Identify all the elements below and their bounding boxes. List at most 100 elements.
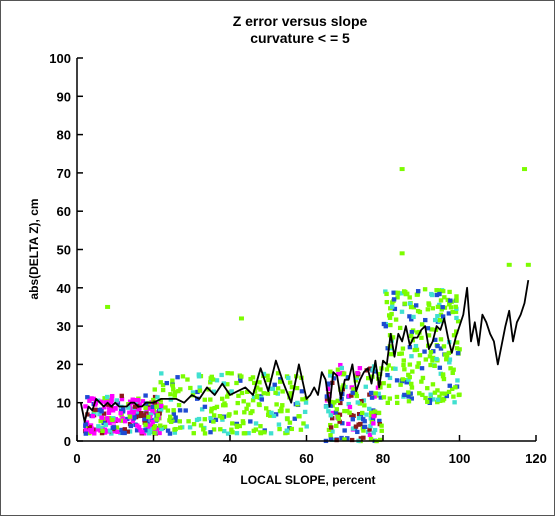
density-cell <box>351 387 356 392</box>
density-cell <box>392 306 398 312</box>
x-tick-label: 80 <box>376 451 390 466</box>
density-cell <box>425 307 431 312</box>
density-cell <box>438 337 444 342</box>
density-cell <box>354 393 360 399</box>
density-cell <box>165 408 171 413</box>
density-cell <box>450 309 455 315</box>
density-cell <box>234 431 240 436</box>
density-cell <box>277 408 283 414</box>
density-cell <box>397 351 402 357</box>
density-cell <box>433 337 438 342</box>
density-cell <box>449 386 455 391</box>
density-cell <box>337 419 342 424</box>
density-cell <box>236 393 241 398</box>
density-cell <box>125 416 130 422</box>
density-cell <box>261 371 267 377</box>
density-cell <box>430 306 435 311</box>
density-cell <box>395 295 400 300</box>
density-cell <box>212 405 217 411</box>
density-cell <box>287 420 293 425</box>
density-cell <box>171 408 176 413</box>
density-cell <box>455 378 460 383</box>
density-cell <box>441 344 447 349</box>
density-cell <box>187 425 193 430</box>
density-cell <box>442 391 448 396</box>
density-cell <box>358 413 364 418</box>
density-cell <box>279 406 284 411</box>
density-cell <box>381 321 387 327</box>
density-cell <box>324 396 330 401</box>
density-cell <box>230 421 235 426</box>
density-cell <box>434 292 440 298</box>
density-cell <box>341 371 347 376</box>
density-cell <box>328 413 333 418</box>
density-cell <box>423 317 428 323</box>
density-cell <box>296 414 301 419</box>
density-cell <box>118 411 123 416</box>
density-cell <box>409 354 414 359</box>
density-cell <box>219 396 225 401</box>
density-cell <box>172 393 177 398</box>
density-cell <box>452 400 457 405</box>
density-cell <box>386 313 392 318</box>
density-cell <box>402 392 407 397</box>
density-cell <box>362 403 367 408</box>
x-tick-label: 120 <box>525 451 547 466</box>
density-cell <box>387 396 393 401</box>
density-cell <box>327 393 332 399</box>
density-cell <box>258 424 263 429</box>
density-cell <box>106 410 112 415</box>
density-cell <box>333 410 339 415</box>
density-cell <box>248 419 253 424</box>
density-cell <box>425 326 431 331</box>
density-cell <box>394 394 400 400</box>
density-cell <box>409 333 414 339</box>
density-cell <box>152 394 158 400</box>
density-cell <box>373 369 378 374</box>
density-cell <box>356 416 362 421</box>
density-cell <box>353 378 358 383</box>
density-cell <box>365 429 371 435</box>
density-cell <box>440 372 446 377</box>
density-cell <box>150 404 155 410</box>
density-cell <box>229 427 234 432</box>
density-cell <box>347 410 352 415</box>
density-cell <box>202 397 208 402</box>
density-cell <box>287 380 293 385</box>
density-cell <box>300 397 305 402</box>
density-cell <box>198 423 204 428</box>
density-cell <box>426 302 432 307</box>
density-cell <box>417 353 423 358</box>
density-cell <box>415 364 420 369</box>
density-cell <box>147 428 153 434</box>
density-cell <box>177 419 183 424</box>
density-cell <box>338 362 343 368</box>
density-cell <box>155 395 160 400</box>
density-cell <box>400 377 405 382</box>
density-cell <box>105 416 110 421</box>
density-cell <box>358 436 364 441</box>
density-cell <box>368 424 373 429</box>
density-cell <box>115 401 121 406</box>
x-tick-label: 0 <box>73 451 80 466</box>
density-cell <box>142 416 147 422</box>
density-cell <box>171 411 177 416</box>
density-cell <box>265 373 270 378</box>
density-cell <box>420 375 426 381</box>
density-cell <box>391 290 396 295</box>
density-cell <box>127 414 133 419</box>
density-cell <box>242 431 248 436</box>
density-cell <box>430 382 436 387</box>
density-cell <box>186 419 191 424</box>
outlier-point <box>506 262 512 267</box>
density-cell <box>202 404 208 409</box>
density-cell <box>268 413 273 418</box>
density-cell <box>301 421 306 426</box>
density-cell <box>435 397 441 402</box>
density-cell <box>437 394 442 399</box>
density-cell <box>127 403 132 408</box>
density-cell <box>202 417 208 422</box>
density-cell <box>288 391 293 396</box>
density-cell <box>378 385 383 390</box>
density-cell <box>92 410 97 416</box>
